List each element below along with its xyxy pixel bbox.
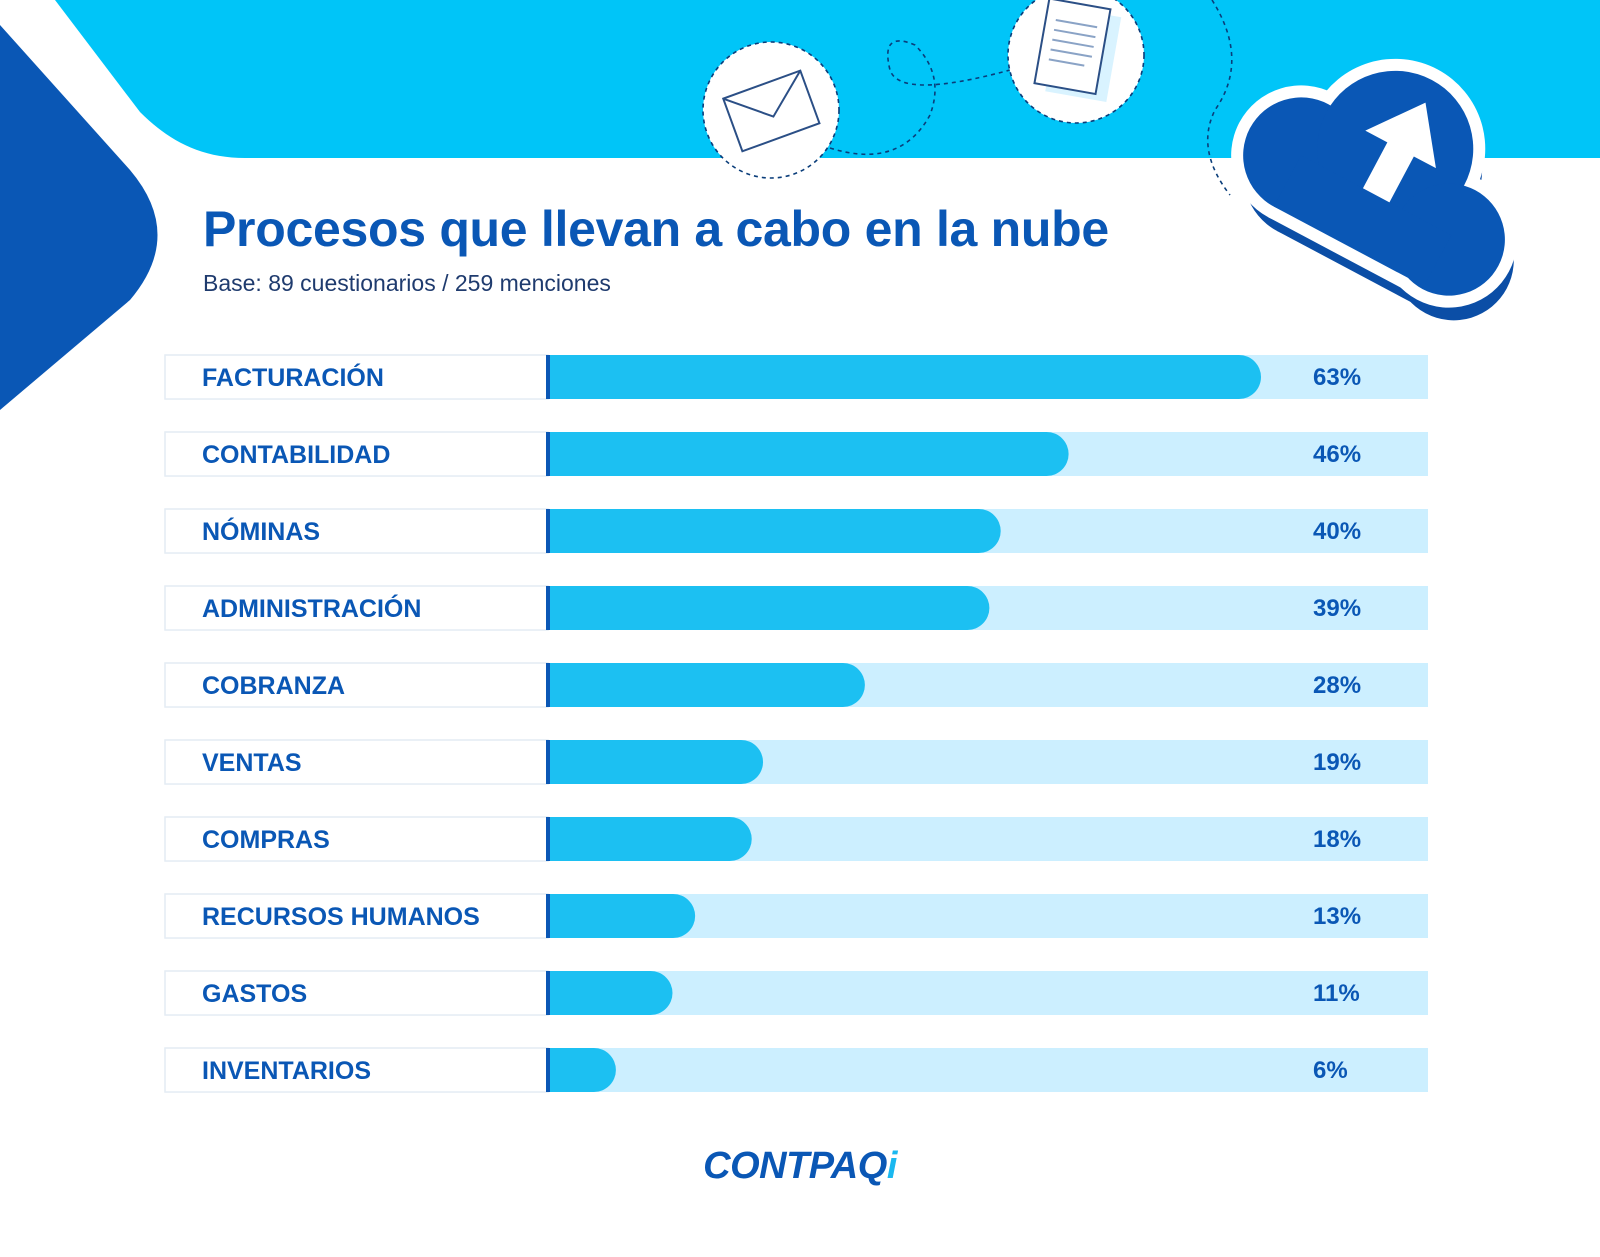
bar-left-cap	[548, 355, 572, 399]
bar-left-cap	[548, 586, 572, 630]
bar-axis-tick	[546, 509, 550, 553]
bar-axis-tick	[546, 355, 550, 399]
bar-axis-tick	[546, 586, 550, 630]
bar-left-cap	[548, 509, 572, 553]
chart-subtitle: Base: 89 cuestionarios / 259 menciones	[203, 270, 611, 296]
category-label: COMPRAS	[202, 826, 330, 854]
category-label-box	[164, 585, 549, 631]
bar-left-cap	[548, 663, 572, 707]
category-label: ADMINISTRACIÓN	[202, 593, 421, 623]
bar-axis-tick	[546, 663, 550, 707]
bar	[548, 740, 764, 784]
data-label: 6%	[1313, 1057, 1348, 1084]
data-label: 63%	[1313, 364, 1361, 391]
category-label-box	[164, 970, 549, 1016]
bar-left-cap	[548, 894, 572, 938]
bar-axis-tick	[546, 1048, 550, 1092]
category-label-box	[164, 1047, 549, 1093]
bar	[548, 663, 865, 707]
cloud-upload-icon	[1231, 58, 1517, 321]
bar-axis-tick	[546, 971, 550, 1015]
data-label: 40%	[1313, 518, 1361, 545]
bar-track	[548, 1048, 1428, 1092]
bar	[548, 971, 673, 1015]
category-label-box	[164, 354, 549, 400]
bar	[548, 509, 1001, 553]
bar	[548, 894, 696, 938]
category-label: CONTABILIDAD	[202, 441, 390, 469]
bar-axis-tick	[546, 894, 550, 938]
bar-left-cap	[548, 971, 572, 1015]
bar-track	[548, 971, 1428, 1015]
category-label-box	[164, 662, 549, 708]
category-label-box	[164, 508, 549, 554]
left-accent-shape	[0, 25, 158, 410]
category-label: GASTOS	[202, 980, 307, 1008]
data-label: 19%	[1313, 749, 1361, 776]
category-label-box	[164, 893, 549, 939]
bar	[548, 817, 752, 861]
category-label: NÓMINAS	[202, 516, 320, 546]
category-label: RECURSOS HUMANOS	[202, 903, 480, 931]
bar	[548, 432, 1069, 476]
bar	[548, 586, 990, 630]
bar	[548, 355, 1261, 399]
data-label: 28%	[1313, 672, 1361, 699]
category-label: VENTAS	[202, 749, 302, 777]
category-label: COBRANZA	[202, 672, 345, 700]
bar-axis-tick	[546, 432, 550, 476]
data-label: 39%	[1313, 595, 1361, 622]
chart-title: Procesos que llevan a cabo en la nube	[203, 201, 1109, 257]
data-label: 18%	[1313, 826, 1361, 853]
category-label: INVENTARIOS	[202, 1057, 371, 1085]
bar-left-cap	[548, 1048, 572, 1092]
bar-left-cap	[548, 740, 572, 784]
data-label: 11%	[1313, 980, 1360, 1007]
category-label-box	[164, 431, 549, 477]
bar-axis-tick	[546, 740, 550, 784]
category-label: FACTURACIÓN	[202, 362, 384, 392]
bar-left-cap	[548, 817, 572, 861]
bar-left-cap	[548, 432, 572, 476]
data-label: 13%	[1313, 903, 1361, 930]
data-label: 46%	[1313, 441, 1361, 468]
bar-axis-tick	[546, 817, 550, 861]
envelope-icon	[702, 41, 840, 179]
document-icon	[1007, 0, 1145, 124]
contpaqi-logo: CONTPAQi	[703, 1145, 897, 1187]
